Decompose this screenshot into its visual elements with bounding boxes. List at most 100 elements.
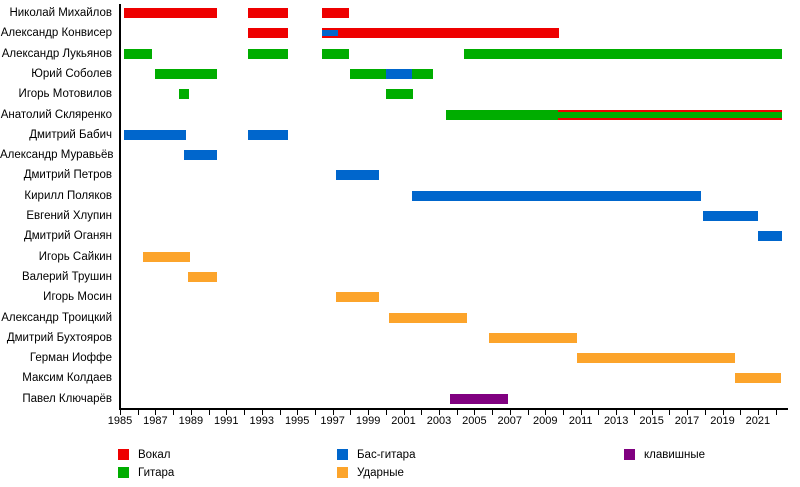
axis-tick <box>155 410 157 415</box>
axis-tick <box>244 410 245 415</box>
legend-swatch-bass <box>337 449 348 460</box>
timeline-bar <box>703 211 758 221</box>
timeline-bar <box>336 292 379 303</box>
axis-tick <box>527 410 529 415</box>
axis-tick <box>173 410 175 415</box>
axis-tick <box>226 410 228 415</box>
axis-tick <box>137 410 139 415</box>
axis-tick <box>261 410 263 415</box>
bar-edge-stripe <box>557 109 782 112</box>
legend-label: Бас-гитара <box>357 449 416 461</box>
timeline-bar <box>247 48 289 59</box>
legend-label: Вокал <box>138 449 171 461</box>
axis-tick <box>722 410 724 415</box>
axis-tick <box>403 410 405 415</box>
legend-swatch-drums <box>337 466 348 478</box>
axis-year-label: 1987 <box>143 415 168 427</box>
axis-year-label: 2005 <box>462 415 487 427</box>
timeline-bar <box>350 68 386 79</box>
member-name-label: Анатолий Скляренко <box>0 108 112 121</box>
member-name-label: Дмитрий Бухтояров <box>6 331 112 344</box>
member-name-label: Александр Конвисер <box>0 27 112 40</box>
member-name-label: Александр Троицкий <box>1 311 112 324</box>
timeline-bar <box>488 332 578 343</box>
axis-year-label: 2019 <box>710 415 735 427</box>
timeline-bar <box>734 373 781 384</box>
timeline-bar <box>123 129 186 140</box>
axis-tick <box>616 410 618 415</box>
timeline-bar <box>155 68 218 79</box>
timeline-bar <box>322 28 560 39</box>
axis-tick <box>775 410 777 415</box>
legend-label: Ударные <box>357 466 404 479</box>
timeline-bar <box>188 271 218 282</box>
axis-tick <box>297 410 299 415</box>
axis-year-label: 1999 <box>355 415 381 427</box>
timeline-bar <box>385 89 414 100</box>
axis-year-label: 2009 <box>533 415 558 427</box>
axis-tick <box>421 410 423 415</box>
axis-tick <box>208 410 210 415</box>
axis-tick <box>439 410 440 415</box>
timeline-bar <box>412 68 433 79</box>
axis-tick <box>456 410 458 415</box>
timeline-bar <box>557 109 782 120</box>
timeline-bar <box>247 28 289 39</box>
axis-tick <box>687 410 688 415</box>
member-name-label: Максим Колдаев <box>22 372 112 385</box>
legend-label: Гитара <box>138 466 175 479</box>
timeline-bar <box>247 129 289 140</box>
axis-tick <box>545 410 547 415</box>
member-name-label: Дмитрий Петров <box>23 169 112 182</box>
member-name-label: Александр Лукьянов <box>1 47 112 60</box>
axis-tick <box>563 410 564 415</box>
axis-year-label: 2003 <box>426 415 452 427</box>
axis-tick <box>350 410 352 415</box>
legend-swatch-vocal <box>118 449 129 460</box>
axis-tick <box>368 410 370 415</box>
member-name-label: Герман Иоффе <box>29 352 112 365</box>
axis-tick <box>651 410 653 415</box>
axis-year-label: 1993 <box>249 415 275 427</box>
axis-tick <box>385 410 387 415</box>
axis-year-label: 2013 <box>603 415 629 427</box>
timeline-bar <box>577 353 735 364</box>
member-name-label: Дмитрий Оганян <box>23 230 112 243</box>
timeline-bar <box>757 231 782 242</box>
axis-tick <box>190 410 192 415</box>
timeline-bar <box>449 393 509 404</box>
axis-year-label: 1991 <box>214 415 239 427</box>
timeline-bar <box>143 251 190 262</box>
y-axis-line <box>119 4 121 410</box>
axis-tick <box>740 410 742 415</box>
axis-year-label: 2011 <box>568 415 593 427</box>
timeline-bar <box>412 190 702 201</box>
axis-tick <box>598 410 600 415</box>
axis-year-label: 2017 <box>674 415 700 427</box>
axis-year-label: 2021 <box>745 415 771 427</box>
axis-tick <box>580 410 582 415</box>
axis-year-label: 2001 <box>391 415 416 427</box>
timeline-bar <box>183 150 218 161</box>
member-name-label: Юрий Соболев <box>31 67 112 80</box>
member-name-label: Дмитрий Бабич <box>29 128 112 141</box>
axis-year-label: 1985 <box>107 415 133 427</box>
axis-year-label: 1997 <box>320 415 345 427</box>
timeline-bar <box>123 48 152 59</box>
axis-tick <box>332 410 334 415</box>
member-name-label: Евгений Хлупин <box>26 210 112 222</box>
axis-tick <box>669 410 671 415</box>
legend-swatch-keys <box>624 449 635 460</box>
axis-year-label: 1995 <box>284 415 310 427</box>
axis-year-label: 2007 <box>497 415 523 427</box>
member-name-label: Валерий Трушин <box>21 270 112 283</box>
axis-tick <box>314 410 316 415</box>
timeline-bar <box>178 89 190 100</box>
axis-tick <box>704 410 706 415</box>
timeline-bar <box>322 48 349 59</box>
timeline-bar <box>446 109 558 120</box>
timeline-bar <box>463 48 782 59</box>
member-name-label: Николай Михайлов <box>9 7 112 19</box>
timeline-bar <box>336 170 379 181</box>
